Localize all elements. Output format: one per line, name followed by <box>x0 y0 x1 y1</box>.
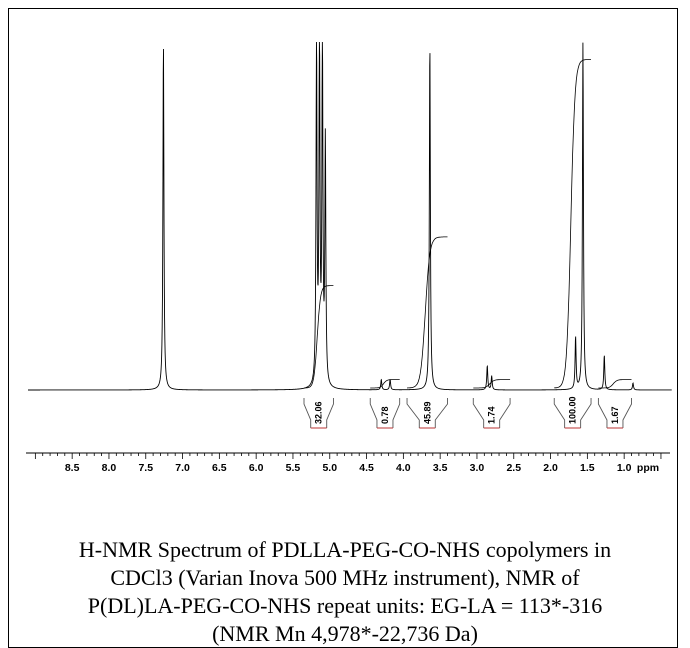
tick-label: 6.0 <box>249 462 264 474</box>
tick-label: 6.5 <box>212 462 227 474</box>
figure-caption: H-NMR Spectrum of PDLLA-PEG-CO-NHS copol… <box>10 536 680 648</box>
tick-label: 4.0 <box>396 462 411 474</box>
integral-label: 32.06 <box>314 401 324 424</box>
caption-line-2: CDCl3 (Varian Inova 500 MHz instrument),… <box>110 565 580 590</box>
tick-label: 2.5 <box>506 462 521 474</box>
integral-2: 0.78 <box>369 379 401 429</box>
integral-curve <box>473 379 511 389</box>
caption-line-3: P(DL)LA-PEG-CO-NHS repeat units: EG-LA =… <box>87 593 603 618</box>
spectrum-layer <box>28 41 672 391</box>
integral-3: 45.89 <box>406 236 448 429</box>
nmr-spectrum-chart: 32.06 0.78 45.89 1.74 100.00 1.67 8.5 8.0 7.5 7.… <box>26 41 672 474</box>
tick-label: 3.5 <box>433 462 448 474</box>
tick-label: 2.0 <box>543 462 558 474</box>
integral-layer: 32.06 0.78 45.89 1.74 100.00 1.67 <box>303 59 632 429</box>
integral-label: 0.78 <box>380 406 390 424</box>
tick-label: 4.5 <box>359 462 374 474</box>
tick-label: 7.0 <box>175 462 190 474</box>
ppm-axis: 8.5 8.0 7.5 7.0 6.5 6.0 5.5 5.0 4.5 4.0 3.5 3.0 2.5 2… <box>26 452 670 474</box>
integral-6: 1.67 <box>597 379 632 429</box>
integral-curve <box>598 379 632 389</box>
integral-5: 100.00 <box>553 59 592 429</box>
integral-bracket <box>406 398 448 428</box>
integral-label: 100.00 <box>568 396 578 424</box>
tick-label: 8.0 <box>102 462 117 474</box>
spectrum-trace <box>28 41 672 391</box>
axis-unit-label: ppm <box>637 462 659 474</box>
tick-label: 8.5 <box>65 462 80 474</box>
integral-curve <box>406 236 448 389</box>
tick-label: 5.5 <box>286 462 301 474</box>
integral-label: 45.89 <box>422 401 432 424</box>
caption-line-1: H-NMR Spectrum of PDLLA-PEG-CO-NHS copol… <box>78 537 612 562</box>
tick-label: 5.0 <box>322 462 337 474</box>
tick-label: 3.0 <box>470 462 485 474</box>
integral-bracket <box>472 398 511 428</box>
integral-bracket <box>369 398 401 428</box>
caption-line-4: (NMR Mn 4,978*-22,736 Da) <box>212 621 478 646</box>
integral-label: 1.67 <box>610 406 620 424</box>
integral-bracket <box>553 398 592 428</box>
integral-label: 1.74 <box>487 406 497 424</box>
integral-1: 32.06 <box>303 285 334 429</box>
integral-4: 1.74 <box>472 379 511 429</box>
integral-curve <box>370 379 400 389</box>
tick-label: 7.5 <box>138 462 153 474</box>
integral-bracket <box>597 398 632 428</box>
tick-label: 1.5 <box>580 462 595 474</box>
integral-curve <box>304 285 334 389</box>
integral-curve <box>554 59 591 389</box>
integral-bracket <box>303 398 334 428</box>
tick-label: 1.0 <box>617 462 632 474</box>
